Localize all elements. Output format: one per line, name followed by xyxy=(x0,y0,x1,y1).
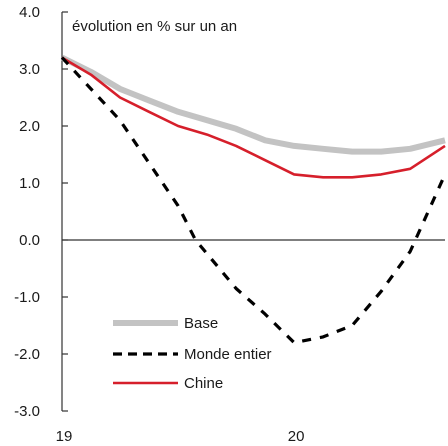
series-line-base xyxy=(60,54,446,155)
legend-label: Base xyxy=(184,315,218,332)
series-line-chine xyxy=(61,56,446,179)
chart-labels: 4.0 3.0 2.0 1.0 0.0 -1.0 -2.0 -3.0 19 20 xyxy=(14,4,304,445)
y-tick-label: 4.0 xyxy=(19,4,40,21)
y-tick-label: 3.0 xyxy=(19,61,40,78)
legend-label: Chine xyxy=(184,375,223,392)
y-tick-label: 2.0 xyxy=(19,118,40,135)
y-tick-label: 1.0 xyxy=(19,175,40,192)
y-tick-label: -1.0 xyxy=(14,289,40,306)
x-tick-label: 19 xyxy=(56,428,73,445)
x-tick-label: 20 xyxy=(288,428,305,445)
legend: Base Monde entier Chine xyxy=(113,315,272,392)
chart-axes xyxy=(61,11,445,412)
unit-annotation: évolution en % sur un an xyxy=(72,18,237,35)
series-line-monde-entier xyxy=(60,56,447,345)
y-tick-label: 0.0 xyxy=(19,232,40,249)
y-tick-label: -3.0 xyxy=(14,403,40,420)
legend-label: Monde entier xyxy=(184,346,272,363)
series-lines xyxy=(60,54,447,345)
y-tick-label: -2.0 xyxy=(14,346,40,363)
